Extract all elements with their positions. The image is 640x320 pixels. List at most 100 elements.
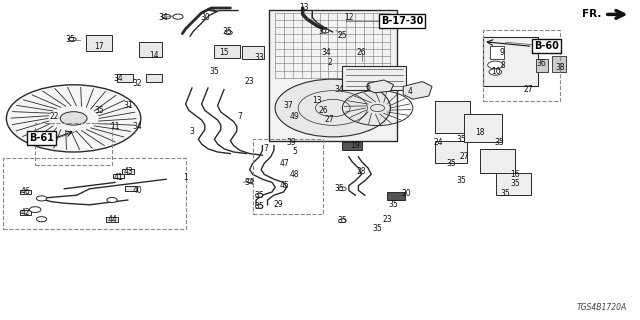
Text: 29: 29 (273, 200, 284, 209)
Text: 35: 35 (65, 36, 76, 44)
Text: 43: 43 (123, 167, 133, 176)
FancyBboxPatch shape (140, 42, 161, 57)
Text: 22: 22 (50, 112, 59, 121)
Circle shape (246, 179, 253, 183)
Text: 19: 19 (350, 141, 360, 150)
Circle shape (162, 14, 171, 19)
Text: 34: 34 (321, 48, 332, 57)
Text: 12: 12 (344, 13, 353, 22)
Bar (35, 123, 112, 165)
Text: 35: 35 (510, 180, 520, 188)
FancyBboxPatch shape (122, 169, 134, 173)
Text: 1: 1 (183, 173, 188, 182)
Text: 35: 35 (456, 176, 466, 185)
Text: 34: 34 (113, 74, 124, 83)
FancyBboxPatch shape (146, 74, 161, 82)
Polygon shape (368, 80, 394, 93)
Text: 48: 48 (289, 170, 300, 179)
Text: 45: 45 (280, 181, 290, 190)
Text: 27: 27 (523, 85, 533, 94)
Bar (483, 37, 538, 86)
Text: B-60: B-60 (534, 41, 559, 52)
Bar (464, 114, 502, 142)
Text: 35: 35 (372, 224, 383, 233)
Text: B-61: B-61 (29, 132, 54, 143)
Text: 35: 35 (494, 138, 504, 147)
Text: 30: 30 (200, 13, 210, 22)
Text: 37: 37 (283, 101, 293, 110)
Text: 32: 32 (132, 79, 143, 88)
Text: B-17-30: B-17-30 (381, 16, 423, 26)
Text: 9: 9 (500, 48, 505, 57)
Text: 35: 35 (446, 159, 456, 168)
Circle shape (60, 112, 87, 125)
Text: 23: 23 (244, 77, 255, 86)
Text: TGS4B1720A: TGS4B1720A (577, 303, 627, 312)
FancyBboxPatch shape (20, 189, 31, 194)
Text: 35: 35 (94, 106, 104, 115)
Bar (387, 192, 405, 200)
Text: 13: 13 (312, 96, 322, 105)
Text: 8: 8 (500, 61, 505, 70)
Text: 44: 44 (107, 215, 117, 224)
Text: 24: 24 (433, 138, 444, 147)
Text: 7: 7 (237, 112, 243, 121)
Text: 7: 7 (263, 144, 268, 153)
Text: 47: 47 (280, 159, 290, 168)
Text: 13: 13 (299, 4, 309, 12)
Text: 35: 35 (222, 28, 232, 36)
Circle shape (225, 31, 232, 35)
Circle shape (339, 187, 346, 191)
Text: 34: 34 (158, 13, 168, 22)
Circle shape (173, 14, 183, 19)
Text: 46: 46 (20, 188, 31, 196)
Text: 34: 34 (334, 85, 344, 94)
Bar (269, 10, 397, 141)
Text: 18: 18 (476, 128, 484, 137)
Text: 35: 35 (337, 216, 348, 225)
Circle shape (107, 197, 117, 203)
Text: 27: 27 (324, 116, 335, 124)
Circle shape (489, 69, 502, 75)
Circle shape (36, 196, 47, 201)
Text: 31: 31 (123, 101, 133, 110)
Text: 38: 38 (555, 63, 565, 72)
Bar (480, 149, 515, 173)
Text: 35: 35 (254, 202, 264, 211)
Text: 42: 42 (20, 208, 31, 217)
Bar (342, 66, 406, 90)
FancyBboxPatch shape (113, 173, 124, 179)
Text: FR.: FR. (582, 9, 602, 20)
Text: 34: 34 (244, 178, 255, 187)
Circle shape (275, 79, 390, 137)
Text: 26: 26 (356, 48, 367, 57)
Text: 16: 16 (510, 170, 520, 179)
Text: 35: 35 (456, 135, 466, 144)
Text: 26: 26 (318, 106, 328, 115)
Text: 33: 33 (254, 53, 264, 62)
Text: 34: 34 (132, 122, 143, 131)
Text: 25: 25 (337, 31, 348, 40)
Text: 35: 35 (254, 191, 264, 200)
Bar (253, 139, 323, 214)
Text: 35: 35 (334, 184, 344, 193)
Text: 37: 37 (318, 28, 328, 36)
Text: 36: 36 (536, 60, 546, 68)
FancyBboxPatch shape (125, 186, 137, 191)
Text: 3: 3 (189, 127, 195, 136)
FancyBboxPatch shape (20, 211, 31, 215)
Polygon shape (403, 82, 432, 99)
Circle shape (255, 204, 263, 208)
Circle shape (488, 61, 503, 69)
Circle shape (68, 37, 76, 41)
Text: 41: 41 (113, 173, 124, 182)
Circle shape (321, 29, 329, 33)
Bar (483, 30, 560, 101)
Text: 10: 10 (491, 68, 501, 76)
Text: 23: 23 (382, 215, 392, 224)
Text: 20: 20 (401, 189, 412, 198)
FancyBboxPatch shape (86, 35, 112, 51)
FancyBboxPatch shape (116, 74, 133, 82)
Text: 28: 28 (357, 167, 366, 176)
Text: 49: 49 (289, 112, 300, 121)
